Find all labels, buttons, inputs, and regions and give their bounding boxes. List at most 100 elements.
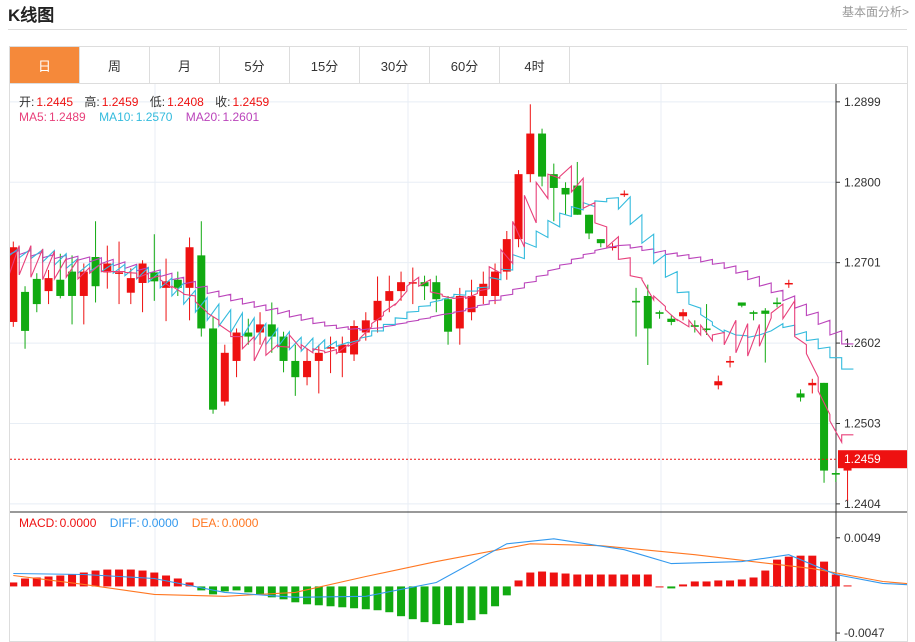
fundamental-analysis-link[interactable]: 基本面分析> bbox=[841, 5, 909, 19]
macd-bar-positive bbox=[44, 576, 53, 587]
macd-bar-negative bbox=[256, 586, 265, 595]
diff-line bbox=[13, 538, 907, 598]
macd-value: 0.0000 bbox=[59, 516, 97, 530]
macd-bar-negative bbox=[467, 586, 476, 621]
chart-canvas[interactable]: 1.2899 1.2800 1.2701 1.2602 1.2503 1.2404 1.24… bbox=[10, 84, 907, 641]
candle-up bbox=[385, 291, 394, 301]
candle-up bbox=[350, 326, 359, 355]
macd-tick-label: -0.0047 bbox=[844, 626, 885, 640]
candle-up bbox=[808, 382, 817, 386]
macd-bar-positive bbox=[538, 571, 547, 587]
macd-bar-positive bbox=[726, 580, 735, 587]
macd-bar-negative bbox=[397, 586, 406, 617]
macd-bar-negative bbox=[408, 586, 417, 620]
candle-down bbox=[561, 187, 570, 195]
tab-30min[interactable]: 30分 bbox=[360, 47, 430, 83]
macd-bar-negative bbox=[220, 586, 229, 592]
candle-down bbox=[585, 214, 594, 234]
header: K线图 基本面分析> bbox=[0, 0, 915, 25]
macd-bar-positive bbox=[32, 577, 41, 587]
macd-bar-positive bbox=[761, 570, 770, 587]
macd-bar-positive bbox=[679, 584, 688, 587]
macd-bar-negative bbox=[350, 586, 359, 609]
last-price-tag bbox=[838, 450, 907, 469]
macd-bar-negative bbox=[432, 586, 441, 625]
candle-up bbox=[467, 295, 476, 313]
open-label: 开: bbox=[19, 95, 35, 109]
tab-60min[interactable]: 60分 bbox=[430, 47, 500, 83]
candle-down bbox=[690, 325, 699, 327]
ohlc-readout: 开: 1.2445 高: 1.2459 低: 1.2408 收: 1.2459 bbox=[19, 93, 271, 110]
low-label: 低: bbox=[149, 95, 166, 109]
tab-week[interactable]: 周 bbox=[80, 47, 150, 83]
macd-bar-negative bbox=[314, 586, 323, 606]
macd-bar-positive bbox=[808, 555, 817, 587]
ma10-label: MA10: bbox=[99, 110, 134, 124]
candle-up bbox=[714, 381, 723, 386]
macd-bar-positive bbox=[737, 579, 746, 587]
macd-bar-positive bbox=[690, 581, 699, 587]
macd-bar-positive bbox=[173, 578, 182, 587]
candle-down bbox=[244, 332, 253, 337]
candle-down bbox=[444, 299, 453, 332]
macd-bar-negative bbox=[303, 586, 312, 605]
candle-down bbox=[197, 255, 206, 329]
candle-down bbox=[538, 133, 547, 177]
tab-4hour[interactable]: 4时 bbox=[500, 47, 570, 83]
candle-up bbox=[314, 352, 323, 361]
macd-bar-positive bbox=[596, 574, 605, 587]
candle-down bbox=[632, 300, 641, 303]
macd-tick-label: 0.0049 bbox=[844, 531, 881, 545]
macd-bar-positive bbox=[91, 570, 100, 587]
macd-bar-positive bbox=[185, 582, 194, 587]
macd-readout: MACD: 0.0000 DIFF: 0.0000 DEA: 0.0000 bbox=[19, 516, 260, 530]
candle-down bbox=[209, 328, 218, 410]
candle-up bbox=[115, 272, 124, 274]
tab-month[interactable]: 月 bbox=[150, 47, 220, 83]
tab-15min[interactable]: 15分 bbox=[290, 47, 360, 83]
ma20-value: 1.2601 bbox=[222, 110, 260, 124]
macd-bar-positive bbox=[103, 569, 112, 587]
macd-bar-negative bbox=[420, 586, 429, 623]
last-price-label: 1.2459 bbox=[844, 452, 881, 466]
candle-down bbox=[667, 318, 676, 322]
macd-bar-positive bbox=[643, 574, 652, 587]
candle-up bbox=[726, 360, 735, 363]
ma5-label: MA5: bbox=[19, 110, 48, 124]
candle-up bbox=[491, 271, 500, 296]
candle-down bbox=[820, 382, 829, 471]
macd-bar-negative bbox=[291, 586, 300, 603]
macd-bar-positive bbox=[749, 577, 758, 587]
dea-line bbox=[13, 543, 907, 597]
macd-bar-negative bbox=[444, 586, 453, 626]
candle-up bbox=[373, 300, 382, 321]
macd-bar-positive bbox=[702, 581, 711, 587]
macd-bar-positive bbox=[843, 585, 852, 587]
macd-bar-positive bbox=[150, 572, 159, 587]
candle-up bbox=[408, 282, 417, 284]
macd-bar-negative bbox=[502, 586, 511, 596]
price-tick-label: 1.2404 bbox=[844, 497, 881, 511]
diff-value: 0.0000 bbox=[141, 516, 179, 530]
candle-down bbox=[56, 279, 65, 296]
candle-down bbox=[702, 328, 711, 331]
macd-bar-positive bbox=[514, 580, 523, 587]
macd-bar-positive bbox=[549, 572, 558, 587]
kline-chart[interactable]: 1.2899 1.2800 1.2701 1.2602 1.2503 1.2404 1.24… bbox=[9, 83, 908, 642]
ma5-value: 1.2489 bbox=[49, 110, 86, 124]
candle-up bbox=[232, 332, 241, 361]
candle-down bbox=[573, 185, 582, 215]
macd-bar-positive bbox=[585, 574, 594, 587]
candle-up bbox=[126, 278, 135, 293]
candle-down bbox=[432, 282, 441, 300]
macd-label: MACD: bbox=[19, 516, 58, 530]
macd-bar-positive bbox=[831, 574, 840, 587]
candle-up bbox=[162, 281, 171, 288]
candle-down bbox=[749, 312, 758, 314]
candle-down bbox=[420, 282, 429, 287]
candle-down bbox=[761, 310, 770, 314]
candle-down bbox=[655, 312, 664, 314]
tab-5min[interactable]: 5分 bbox=[220, 47, 290, 83]
price-tick-label: 1.2602 bbox=[844, 336, 881, 350]
tab-day[interactable]: 日 bbox=[10, 47, 80, 83]
